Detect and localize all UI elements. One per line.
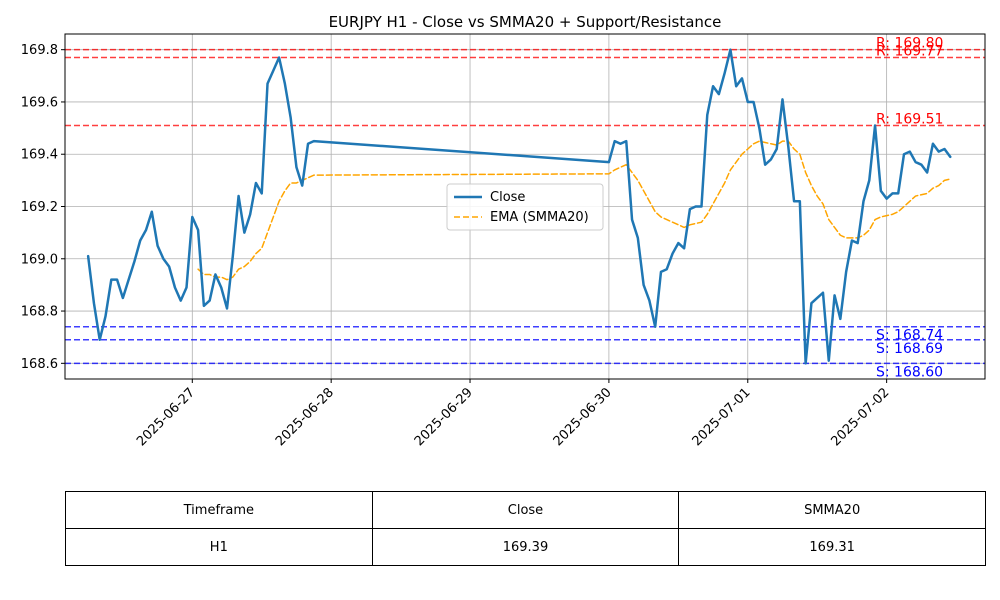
table-header-cell: Close: [371, 491, 680, 529]
y-tick-label: 169.4: [21, 148, 58, 163]
summary-table: Timeframe Close SMMA20 H1 169.39 169.31: [65, 491, 986, 566]
x-tick-label: 2025-06-28: [273, 385, 337, 449]
table-cell: 169.39: [371, 528, 680, 566]
y-tick-label: 169.0: [21, 252, 58, 267]
x-tick-label: 2025-06-30: [551, 385, 615, 449]
legend-box: [446, 183, 604, 231]
support-label: S: 168.60: [876, 364, 943, 380]
legend-label-close: Close: [490, 190, 525, 205]
legend: Close EMA (SMMA20): [446, 183, 604, 231]
ema-smma20-line: [197, 140, 952, 281]
table-row: H1 169.39 169.31: [65, 528, 986, 566]
x-tick-label: 2025-07-01: [690, 385, 754, 449]
table-cell: H1: [65, 528, 373, 566]
resistance-label: R: 169.77: [876, 44, 943, 60]
x-axis: 2025-06-27 2025-06-28 2025-06-29 2025-06-30…: [134, 379, 892, 449]
y-tick-label: 169.8: [21, 43, 58, 58]
table-header-cell: SMMA20: [678, 491, 986, 529]
level-labels: R: 169.80R: 169.77R: 169.51S: 168.74S: 1…: [876, 36, 943, 381]
y-tick-label: 168.8: [21, 305, 58, 320]
y-axis: 168.6 168.8 169.0 169.2 169.4 169.6 169.8: [21, 43, 65, 372]
x-tick-label: 2025-06-29: [412, 385, 476, 449]
table-header-row: Timeframe Close SMMA20: [65, 491, 986, 529]
support-resistance-levels: [65, 48, 985, 365]
table-header-cell: Timeframe: [65, 491, 373, 529]
y-tick-label: 168.6: [21, 357, 58, 372]
legend-label-ema: EMA (SMMA20): [490, 210, 589, 225]
support-label: S: 168.74: [876, 328, 943, 344]
table-cell: 169.31: [678, 528, 986, 566]
close-line: [86, 48, 952, 365]
grid: [65, 34, 985, 379]
y-tick-label: 169.2: [21, 200, 58, 215]
x-tick-label: 2025-07-02: [828, 385, 892, 449]
x-tick-label: 2025-06-27: [134, 385, 198, 449]
chart: EURJPY H1 - Close vs SMMA20 + Support/Re…: [21, 13, 986, 449]
series-lines: [86, 48, 952, 365]
resistance-label: R: 169.51: [876, 111, 943, 127]
chart-title: EURJPY H1 - Close vs SMMA20 + Support/Re…: [329, 13, 722, 31]
y-tick-label: 169.6: [21, 95, 58, 110]
resistance-label: R: 169.80: [876, 36, 943, 52]
support-label: S: 168.69: [876, 341, 943, 357]
